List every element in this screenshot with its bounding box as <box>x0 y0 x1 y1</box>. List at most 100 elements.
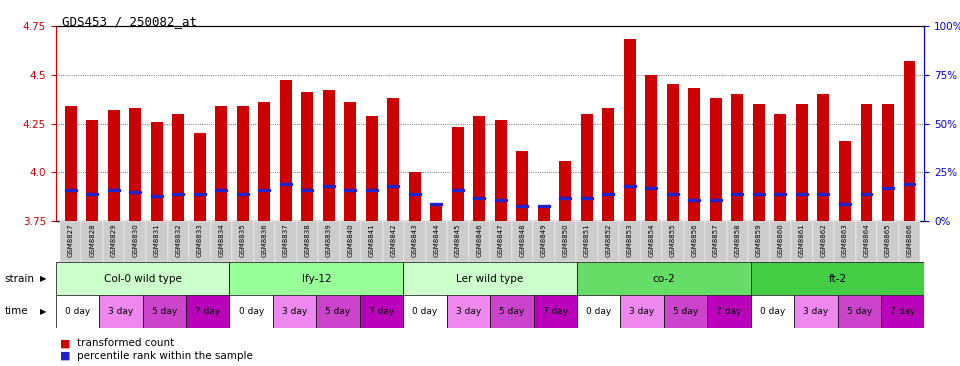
Bar <box>881 295 924 328</box>
Bar <box>317 295 360 328</box>
Bar <box>403 262 577 295</box>
Bar <box>229 295 273 328</box>
Bar <box>60 221 82 262</box>
Bar <box>215 106 228 221</box>
Bar <box>189 221 210 262</box>
Bar <box>452 127 464 221</box>
Bar <box>839 203 851 205</box>
Bar <box>409 172 420 221</box>
Text: 7 day: 7 day <box>195 307 221 316</box>
Bar <box>662 221 684 262</box>
Bar <box>710 199 722 201</box>
Bar <box>533 221 555 262</box>
Bar <box>732 94 743 221</box>
Bar <box>581 197 592 199</box>
Bar <box>275 221 297 262</box>
Bar <box>108 110 120 221</box>
Bar <box>603 193 614 195</box>
Text: GSM8827: GSM8827 <box>68 223 74 257</box>
Text: ■: ■ <box>60 351 70 361</box>
Bar <box>684 221 706 262</box>
Bar <box>577 295 620 328</box>
Bar <box>794 295 838 328</box>
Bar <box>775 193 786 195</box>
Bar <box>538 206 550 221</box>
Bar <box>751 262 924 295</box>
Text: time: time <box>5 306 29 317</box>
Bar <box>775 114 786 221</box>
Bar <box>512 221 533 262</box>
Bar <box>273 295 317 328</box>
Bar <box>664 295 708 328</box>
Text: GSM8851: GSM8851 <box>584 223 589 257</box>
Text: GSM8856: GSM8856 <box>691 223 697 257</box>
Text: GDS453 / 250082_at: GDS453 / 250082_at <box>62 15 198 28</box>
Bar <box>495 199 507 201</box>
Text: 7 day: 7 day <box>369 307 395 316</box>
Text: GSM8834: GSM8834 <box>218 223 225 257</box>
Bar <box>452 189 464 191</box>
Text: Ler wild type: Ler wild type <box>456 273 524 284</box>
Bar <box>560 197 571 199</box>
Bar <box>360 295 403 328</box>
Bar <box>903 61 915 221</box>
Bar <box>640 221 662 262</box>
Text: lfy-12: lfy-12 <box>301 273 331 284</box>
Bar <box>667 84 679 221</box>
Bar <box>473 116 485 221</box>
Bar <box>229 262 403 295</box>
Text: ■: ■ <box>60 338 70 348</box>
Bar <box>345 189 356 191</box>
Text: GSM8848: GSM8848 <box>519 223 525 257</box>
Text: GSM8855: GSM8855 <box>670 223 676 257</box>
Text: percentile rank within the sample: percentile rank within the sample <box>77 351 252 361</box>
Bar <box>430 204 443 221</box>
Text: GSM8865: GSM8865 <box>885 223 891 257</box>
Bar <box>770 221 791 262</box>
Bar <box>688 199 700 201</box>
Text: 3 day: 3 day <box>456 307 481 316</box>
Text: GSM8840: GSM8840 <box>348 223 353 257</box>
Bar <box>366 189 377 191</box>
Bar <box>194 133 205 221</box>
Text: GSM8830: GSM8830 <box>132 223 138 257</box>
Bar <box>146 221 167 262</box>
Text: ▶: ▶ <box>40 307 47 316</box>
Bar <box>215 189 228 191</box>
Bar <box>645 187 658 189</box>
Bar <box>791 221 813 262</box>
Bar <box>167 221 189 262</box>
Bar <box>253 221 275 262</box>
Bar <box>258 189 270 191</box>
Bar <box>382 221 404 262</box>
Bar <box>834 221 855 262</box>
Bar <box>403 295 446 328</box>
Text: 0 day: 0 day <box>759 307 785 316</box>
Bar <box>619 221 640 262</box>
Bar <box>710 98 722 221</box>
Text: 3 day: 3 day <box>108 307 133 316</box>
Bar <box>560 161 571 221</box>
Text: GSM8841: GSM8841 <box>369 223 374 257</box>
Text: GSM8847: GSM8847 <box>498 223 504 257</box>
Text: GSM8861: GSM8861 <box>799 223 804 257</box>
Bar <box>232 221 253 262</box>
Bar <box>323 185 335 187</box>
Text: GSM8866: GSM8866 <box>906 223 912 257</box>
Bar <box>103 221 125 262</box>
Bar <box>727 221 748 262</box>
Bar <box>839 141 851 221</box>
Bar <box>108 189 120 191</box>
Text: GSM8829: GSM8829 <box>110 223 117 257</box>
Text: 5 day: 5 day <box>847 307 872 316</box>
Text: GSM8845: GSM8845 <box>455 223 461 257</box>
Bar <box>361 221 382 262</box>
Bar <box>753 193 765 195</box>
Text: ft-2: ft-2 <box>828 273 847 284</box>
Text: GSM8860: GSM8860 <box>778 223 783 257</box>
Bar <box>598 221 619 262</box>
Text: 3 day: 3 day <box>630 307 655 316</box>
Bar <box>151 122 162 221</box>
Text: 0 day: 0 day <box>586 307 612 316</box>
Bar <box>688 88 700 221</box>
